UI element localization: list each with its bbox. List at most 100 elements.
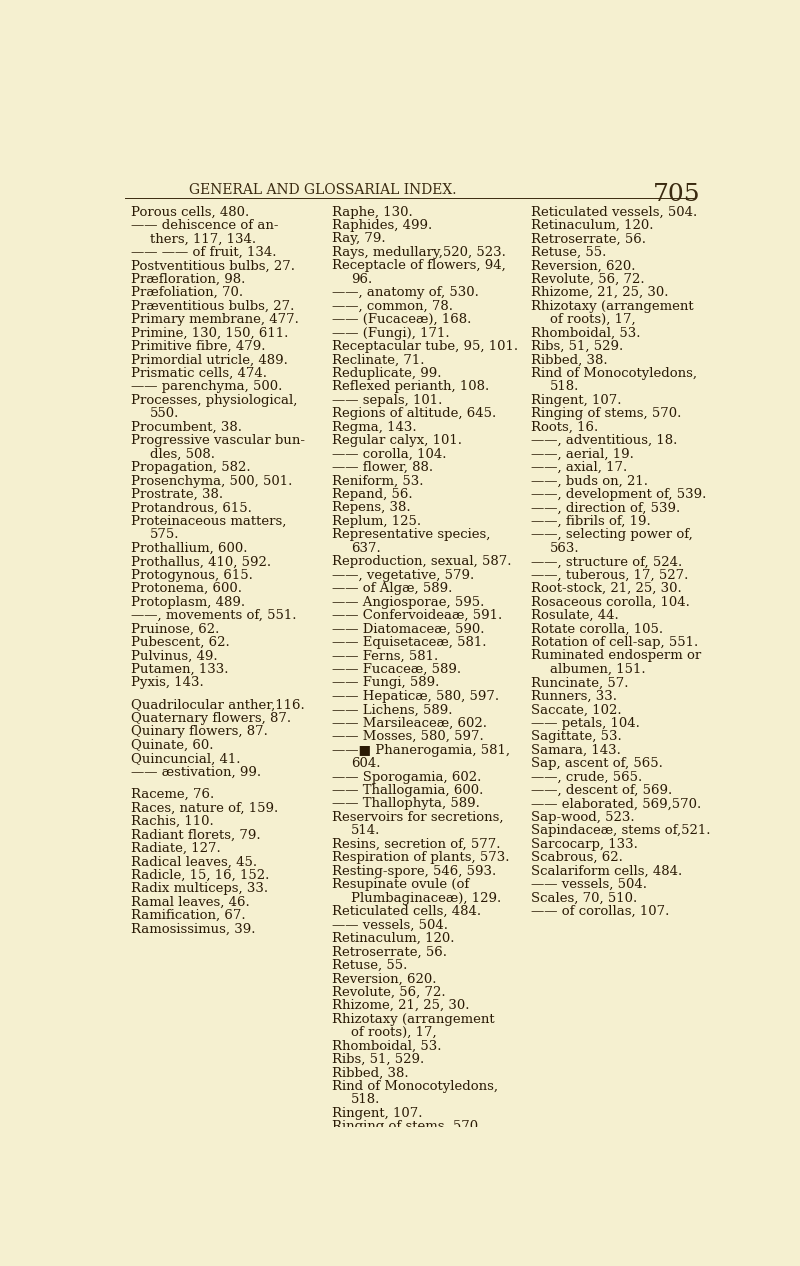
Text: of roots), 17,: of roots), 17, — [351, 1027, 437, 1039]
Text: Retinaculum, 120.: Retinaculum, 120. — [333, 932, 455, 944]
Text: —— of Algæ, 589.: —— of Algæ, 589. — [333, 582, 453, 595]
Text: Ramification, 67.: Ramification, 67. — [131, 909, 246, 922]
Text: ——, vegetative, 579.: ——, vegetative, 579. — [333, 568, 474, 582]
Text: Protoplasm, 489.: Protoplasm, 489. — [131, 596, 245, 609]
Text: Procumbent, 38.: Procumbent, 38. — [131, 420, 242, 434]
Text: Protandrous, 615.: Protandrous, 615. — [131, 501, 252, 514]
Text: Scales, 70, 510.: Scales, 70, 510. — [531, 891, 637, 905]
Text: Runners, 33.: Runners, 33. — [531, 690, 617, 703]
Text: Resting-spore, 546, 593.: Resting-spore, 546, 593. — [333, 865, 497, 877]
Text: 518.: 518. — [351, 1094, 381, 1106]
Text: Regular calyx, 101.: Regular calyx, 101. — [333, 434, 462, 447]
Text: —— flower, 88.: —— flower, 88. — [333, 461, 434, 475]
Text: Retroserrate, 56.: Retroserrate, 56. — [333, 946, 447, 958]
Text: —— Thallophyta, 589.: —— Thallophyta, 589. — [333, 798, 480, 810]
Text: Primine, 130, 150, 611.: Primine, 130, 150, 611. — [131, 327, 288, 339]
Text: Ringing of stems, 570.: Ringing of stems, 570. — [531, 408, 682, 420]
Text: Rotate corolla, 105.: Rotate corolla, 105. — [531, 623, 663, 636]
Text: Ringent, 107.: Ringent, 107. — [531, 394, 622, 406]
Text: —— Lichens, 589.: —— Lichens, 589. — [333, 704, 453, 717]
Text: ——, axial, 17.: ——, axial, 17. — [531, 461, 627, 475]
Text: ——, adventitious, 18.: ——, adventitious, 18. — [333, 1147, 479, 1160]
Text: Rachis, 110.: Rachis, 110. — [131, 815, 214, 828]
Text: Retuse, 55.: Retuse, 55. — [531, 246, 606, 258]
Text: Rhizome, 21, 25, 30.: Rhizome, 21, 25, 30. — [333, 999, 470, 1013]
Text: ——, crude, 565.: ——, crude, 565. — [531, 771, 642, 784]
Text: Primitive fibre, 479.: Primitive fibre, 479. — [131, 341, 266, 353]
Text: Samara, 143.: Samara, 143. — [531, 743, 621, 757]
Text: ——, direction of, 539.: ——, direction of, 539. — [333, 1214, 482, 1228]
Text: Quinary flowers, 87.: Quinary flowers, 87. — [131, 725, 268, 738]
Text: Putamen, 133.: Putamen, 133. — [131, 663, 229, 676]
Text: Rind of Monocotyledons,: Rind of Monocotyledons, — [531, 367, 697, 380]
Text: Radix multiceps, 33.: Radix multiceps, 33. — [131, 882, 268, 895]
Text: Ringing of stems, 570.: Ringing of stems, 570. — [333, 1120, 483, 1133]
Text: Quadrilocular anther,116.: Quadrilocular anther,116. — [131, 699, 305, 711]
Text: Respiration of plants, 573.: Respiration of plants, 573. — [333, 851, 510, 865]
Text: Quaternary flowers, 87.: Quaternary flowers, 87. — [131, 711, 291, 725]
Text: Quincuncial, 41.: Quincuncial, 41. — [131, 752, 241, 766]
Text: Representative species,: Representative species, — [333, 528, 491, 542]
Text: ——■ Phanerogamia, 581,: ——■ Phanerogamia, 581, — [333, 743, 510, 757]
Text: Roots, 16.: Roots, 16. — [333, 1134, 400, 1147]
Text: Runcinate, 57.: Runcinate, 57. — [531, 676, 629, 690]
Text: Regions of altitude, 645.: Regions of altitude, 645. — [333, 408, 497, 420]
Text: Progressive vascular bun-: Progressive vascular bun- — [131, 434, 305, 447]
Text: Pyxis, 143.: Pyxis, 143. — [131, 676, 204, 690]
Text: Rhomboidal, 53.: Rhomboidal, 53. — [531, 327, 640, 339]
Text: Sarcocarp, 133.: Sarcocarp, 133. — [531, 838, 638, 851]
Text: Quinate, 60.: Quinate, 60. — [131, 739, 214, 752]
Text: Porous cells, 480.: Porous cells, 480. — [131, 205, 250, 219]
Text: —— Sporogamia, 602.: —— Sporogamia, 602. — [333, 771, 482, 784]
Text: Ringent, 107.: Ringent, 107. — [333, 1106, 423, 1120]
Text: thers, 117, 134.: thers, 117, 134. — [150, 233, 256, 246]
Text: Resins, secretion of, 577.: Resins, secretion of, 577. — [333, 838, 501, 851]
Text: Raphe, 130.: Raphe, 130. — [333, 205, 414, 219]
Text: ——, tuberous, 17, 527.: ——, tuberous, 17, 527. — [531, 568, 688, 582]
Text: ——, selecting power of,: ——, selecting power of, — [531, 528, 693, 542]
Text: Prothallus, 410, 592.: Prothallus, 410, 592. — [131, 556, 271, 568]
Text: Radiate, 127.: Radiate, 127. — [131, 842, 221, 855]
Text: 705: 705 — [653, 184, 701, 206]
Text: Pruinose, 62.: Pruinose, 62. — [131, 623, 219, 636]
Text: —— Marsileaceæ, 602.: —— Marsileaceæ, 602. — [333, 717, 487, 729]
Text: dles, 508.: dles, 508. — [150, 448, 214, 461]
Text: ——, common, 78.: ——, common, 78. — [333, 300, 454, 313]
Text: Radical leaves, 45.: Radical leaves, 45. — [131, 856, 257, 868]
Text: Races, nature of, 159.: Races, nature of, 159. — [131, 801, 278, 814]
Text: 563.: 563. — [351, 1255, 381, 1266]
Text: Reniform, 53.: Reniform, 53. — [333, 475, 424, 487]
Text: Reflexed perianth, 108.: Reflexed perianth, 108. — [333, 380, 490, 394]
Text: Præventitious bulbs, 27.: Præventitious bulbs, 27. — [131, 300, 294, 313]
Text: —— Thallogamia, 600.: —— Thallogamia, 600. — [333, 784, 484, 798]
Text: Ramosissimus, 39.: Ramosissimus, 39. — [131, 923, 255, 936]
Text: Raphides, 499.: Raphides, 499. — [333, 219, 433, 232]
Text: ——, fibrils of, 19.: ——, fibrils of, 19. — [531, 515, 650, 528]
Text: ——, movements of, 551.: ——, movements of, 551. — [131, 609, 297, 622]
Text: —— Mosses, 580, 597.: —— Mosses, 580, 597. — [333, 730, 484, 743]
Text: ——, descent of, 569.: ——, descent of, 569. — [531, 784, 672, 798]
Text: Scalariform cells, 484.: Scalariform cells, 484. — [531, 865, 682, 877]
Text: Ribbed, 38.: Ribbed, 38. — [531, 353, 607, 367]
Text: Revolute, 56, 72.: Revolute, 56, 72. — [333, 986, 446, 999]
Text: Retinaculum, 120.: Retinaculum, 120. — [531, 219, 654, 232]
Text: Prosenchyma, 500, 501.: Prosenchyma, 500, 501. — [131, 475, 292, 487]
Text: Ramal leaves, 46.: Ramal leaves, 46. — [131, 895, 250, 909]
Text: —— (Fucaceæ), 168.: —— (Fucaceæ), 168. — [333, 313, 472, 327]
Text: —— Ferns, 581.: —— Ferns, 581. — [333, 649, 438, 662]
Text: 604.: 604. — [351, 757, 381, 770]
Text: Primary membrane, 477.: Primary membrane, 477. — [131, 313, 299, 327]
Text: —— vessels, 504.: —— vessels, 504. — [531, 879, 647, 891]
Text: Sap-wood, 523.: Sap-wood, 523. — [531, 812, 634, 824]
Text: Ruminated endosperm or: Ruminated endosperm or — [531, 649, 701, 662]
Text: Repens, 38.: Repens, 38. — [333, 501, 411, 514]
Text: —— (Fungi), 171.: —— (Fungi), 171. — [333, 327, 450, 339]
Text: Root-stock, 21, 25, 30.: Root-stock, 21, 25, 30. — [531, 582, 682, 595]
Text: ——, development of, 539.: ——, development of, 539. — [333, 1201, 508, 1214]
Text: —— Fucaceæ, 589.: —— Fucaceæ, 589. — [333, 663, 462, 676]
Text: —— Angiosporae, 595.: —— Angiosporae, 595. — [333, 596, 485, 609]
Text: Postventitious bulbs, 27.: Postventitious bulbs, 27. — [131, 260, 295, 272]
Text: ——, selecting power of,: ——, selecting power of, — [333, 1242, 494, 1255]
Text: Ribs, 51, 529.: Ribs, 51, 529. — [531, 341, 623, 353]
Text: Rind of Monocotyledons,: Rind of Monocotyledons, — [333, 1080, 498, 1093]
